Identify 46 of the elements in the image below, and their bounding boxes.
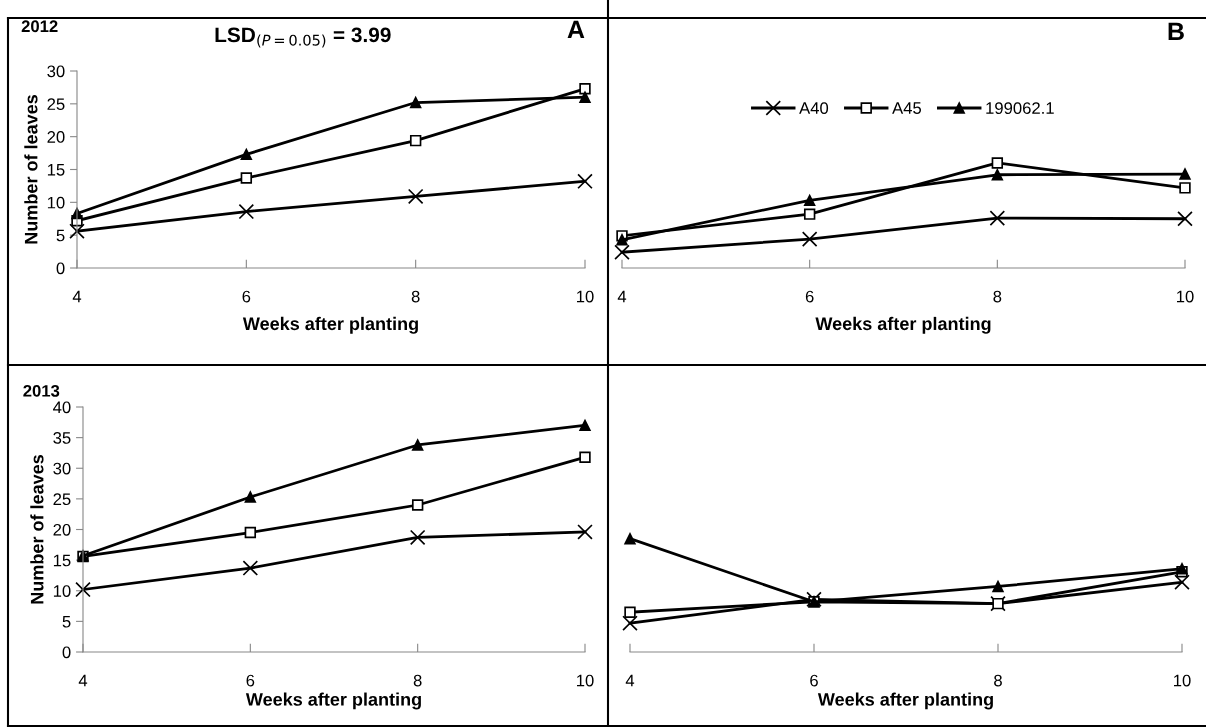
x-tick-label: 4	[617, 290, 627, 303]
x-tick-label: 6	[810, 674, 818, 687]
x-tick-label: 8	[413, 674, 422, 687]
text: 2012	[21, 20, 58, 33]
y-tick-label: 25	[47, 98, 65, 111]
x-tick-label: 6	[242, 290, 251, 303]
x-tick-label: 8	[993, 290, 1002, 303]
y-axis-title: Number of leaves	[30, 454, 44, 604]
y-tick-label: 20	[47, 131, 65, 143]
x-tick-label: 6	[246, 674, 255, 687]
y-tick-label: 30	[47, 65, 65, 78]
text: B	[1168, 22, 1184, 41]
x-tick-label: 10	[1177, 290, 1194, 303]
legend-label: A40	[799, 102, 829, 114]
x-tick-label: 6	[805, 290, 814, 303]
y-tick-label: 35	[53, 432, 71, 444]
y-tick-label: 5	[56, 229, 65, 242]
y-tick-label: 15	[53, 554, 71, 567]
x-tick-label: 8	[994, 674, 1002, 687]
x-axis-title: Weeks after planting	[815, 316, 991, 334]
y-tick-label: 20	[53, 523, 71, 536]
x-axis-title: Weeks after planting	[817, 692, 993, 710]
y-tick-label: 30	[53, 462, 71, 475]
text: A	[567, 20, 585, 39]
y-tick-label: 10	[47, 196, 65, 209]
text: LSD$_{(P=0.05)}$ = 3.99	[215, 27, 391, 48]
legend-label: A45	[892, 102, 922, 114]
x-tick-label: 4	[72, 290, 82, 303]
x-tick-label: 10	[1174, 674, 1191, 687]
y-tick-label: 0	[56, 262, 65, 275]
x-tick-label: 10	[577, 674, 594, 687]
y-tick-label: 15	[47, 164, 65, 176]
y-tick-label: 40	[53, 401, 71, 414]
y-axis-title: Number of leaves	[24, 94, 38, 244]
y-tick-label: 10	[53, 585, 71, 597]
y-tick-label: 5	[62, 615, 71, 628]
y-tick-label: 25	[53, 493, 71, 506]
x-tick-label: 4	[625, 674, 635, 687]
x-axis-title: Weeks after planting	[245, 692, 421, 710]
x-tick-label: 10	[577, 290, 594, 303]
y-tick-label: 0	[62, 646, 71, 659]
x-tick-label: 4	[78, 674, 88, 687]
legend-label: 199062.1	[986, 102, 1054, 114]
x-tick-label: 8	[411, 290, 420, 303]
text: 2013	[23, 384, 60, 397]
x-axis-title: Weeks after planting	[242, 316, 418, 334]
